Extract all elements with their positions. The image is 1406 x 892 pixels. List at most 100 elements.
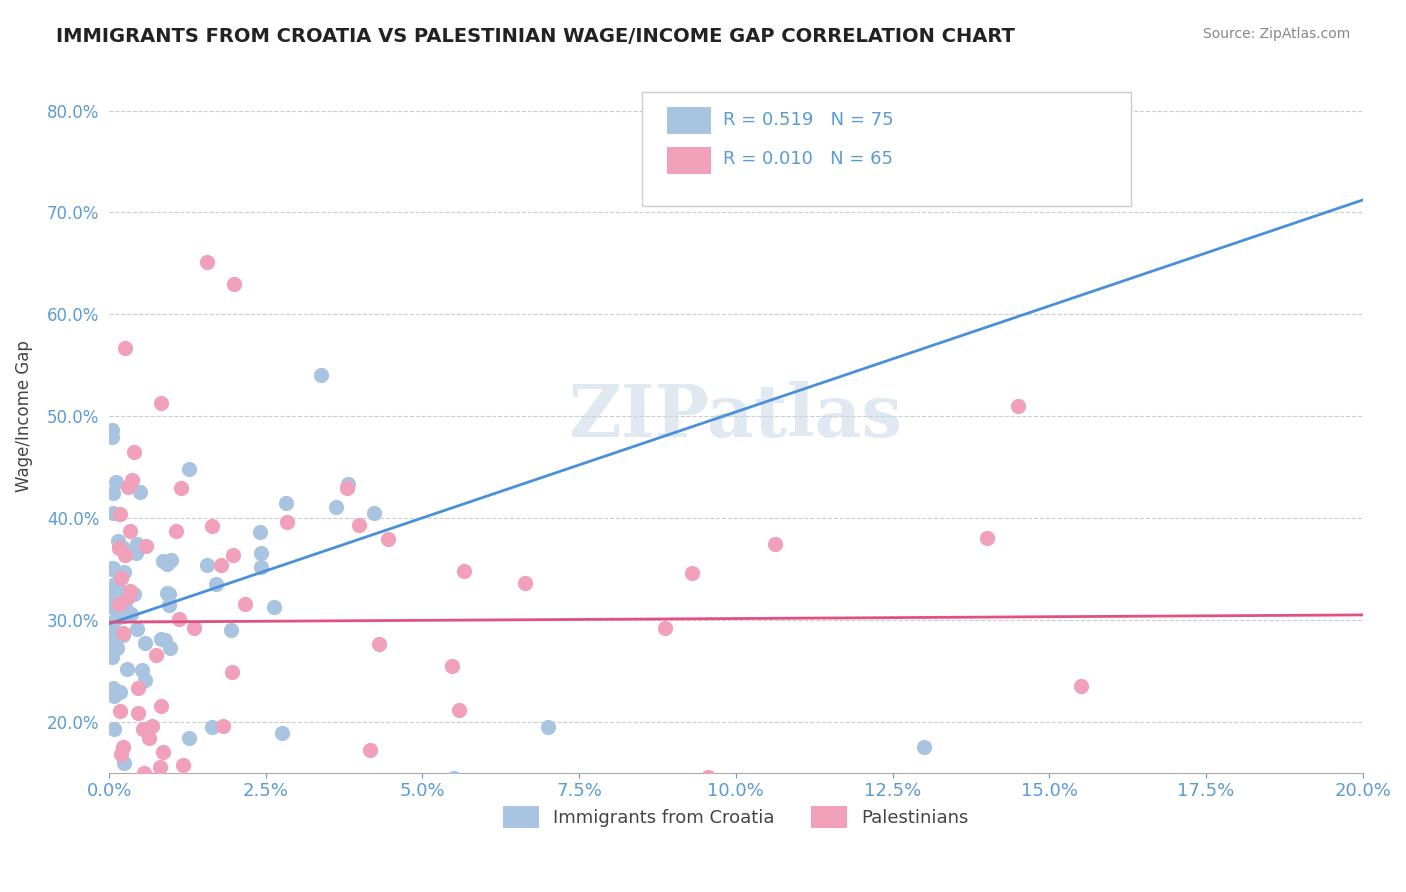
Immigrants from Croatia	[105, 611, 128, 625]
Palestinians	[134, 766, 156, 780]
Palestinians	[152, 745, 174, 759]
Immigrants from Croatia	[157, 599, 180, 613]
Immigrants from Croatia	[101, 579, 124, 593]
Palestinians	[127, 706, 149, 721]
Palestinians	[349, 518, 371, 533]
Palestinians	[114, 341, 136, 355]
Palestinians	[160, 800, 183, 814]
Immigrants from Croatia	[101, 591, 124, 605]
Immigrants from Croatia	[101, 430, 124, 444]
Immigrants from Croatia	[125, 622, 148, 636]
Palestinians	[183, 621, 205, 635]
Text: R = 0.010   N = 65: R = 0.010 N = 65	[723, 151, 893, 169]
Palestinians	[124, 445, 146, 459]
Immigrants from Croatia	[112, 608, 135, 623]
Palestinians	[515, 576, 537, 591]
Palestinians	[117, 480, 139, 494]
Palestinians	[145, 648, 167, 662]
Palestinians	[115, 816, 138, 830]
Palestinians	[108, 704, 131, 718]
Palestinians	[453, 564, 475, 578]
Immigrants from Croatia	[125, 537, 148, 551]
Palestinians	[150, 396, 173, 410]
Immigrants from Croatia	[107, 588, 129, 602]
Palestinians	[108, 541, 131, 555]
Palestinians	[222, 549, 245, 563]
Immigrants from Croatia	[101, 562, 124, 576]
Palestinians	[135, 540, 157, 554]
Palestinians	[108, 597, 131, 611]
Text: IMMIGRANTS FROM CROATIA VS PALESTINIAN WAGE/INCOME GAP CORRELATION CHART: IMMIGRANTS FROM CROATIA VS PALESTINIAN W…	[56, 27, 1015, 45]
FancyBboxPatch shape	[641, 92, 1130, 206]
Bar	[666, 107, 711, 135]
Palestinians	[110, 571, 132, 585]
Immigrants from Croatia	[325, 500, 347, 514]
Immigrants from Croatia	[105, 641, 128, 656]
Palestinians	[117, 590, 139, 604]
Immigrants from Croatia	[270, 726, 292, 740]
Palestinians	[108, 507, 131, 521]
Immigrants from Croatia	[363, 506, 385, 520]
Immigrants from Croatia	[152, 554, 174, 568]
Immigrants from Croatia	[156, 557, 179, 571]
Immigrants from Croatia	[114, 599, 136, 614]
Palestinians	[763, 536, 786, 550]
Text: Source: ZipAtlas.com: Source: ZipAtlas.com	[1202, 27, 1350, 41]
Palestinians	[172, 773, 194, 788]
Immigrants from Croatia	[129, 484, 152, 499]
Palestinians	[359, 743, 381, 757]
Immigrants from Croatia	[120, 607, 142, 622]
Immigrants from Croatia	[108, 684, 131, 698]
Palestinians	[112, 625, 135, 640]
Immigrants from Croatia	[112, 756, 135, 770]
Immigrants from Croatia	[205, 577, 228, 591]
Palestinians	[368, 637, 391, 651]
Immigrants from Croatia	[122, 587, 145, 601]
Palestinians	[165, 524, 187, 539]
Y-axis label: Wage/Income Gap: Wage/Income Gap	[15, 340, 32, 492]
Immigrants from Croatia	[114, 607, 136, 622]
Immigrants from Croatia	[101, 623, 124, 637]
Immigrants from Croatia	[101, 615, 124, 629]
Immigrants from Croatia	[101, 423, 124, 437]
Text: ZIPatlas: ZIPatlas	[569, 381, 903, 451]
Immigrants from Croatia	[156, 586, 179, 600]
Immigrants from Croatia	[101, 582, 124, 597]
Immigrants from Croatia	[276, 495, 298, 509]
Immigrants from Croatia	[195, 558, 218, 572]
Palestinians	[148, 760, 170, 774]
Immigrants from Croatia	[263, 600, 285, 615]
Immigrants from Croatia	[157, 587, 180, 601]
Palestinians	[377, 532, 399, 546]
Immigrants from Croatia	[131, 663, 153, 677]
Text: R = 0.519   N = 75: R = 0.519 N = 75	[723, 112, 894, 129]
Palestinians	[180, 813, 202, 827]
Palestinians	[224, 277, 246, 291]
Palestinians	[336, 481, 359, 495]
Immigrants from Croatia	[336, 477, 359, 491]
Palestinians	[697, 770, 720, 784]
Legend: Immigrants from Croatia, Palestinians: Immigrants from Croatia, Palestinians	[495, 798, 976, 835]
Immigrants from Croatia	[159, 640, 181, 655]
Immigrants from Croatia	[115, 663, 138, 677]
Immigrants from Croatia	[107, 582, 129, 596]
Immigrants from Croatia	[112, 566, 135, 580]
Palestinians	[1007, 399, 1029, 413]
Palestinians	[212, 719, 235, 733]
Palestinians	[111, 740, 134, 755]
Immigrants from Croatia	[101, 622, 124, 636]
Palestinians	[170, 481, 193, 495]
Palestinians	[121, 473, 143, 487]
Immigrants from Croatia	[125, 545, 148, 559]
Immigrants from Croatia	[101, 616, 124, 631]
Immigrants from Croatia	[101, 486, 124, 500]
Immigrants from Croatia	[912, 740, 935, 755]
Immigrants from Croatia	[177, 731, 200, 745]
Immigrants from Croatia	[150, 632, 173, 647]
Immigrants from Croatia	[103, 634, 125, 648]
Palestinians	[107, 816, 129, 830]
Palestinians	[186, 794, 208, 808]
Immigrants from Croatia	[103, 722, 125, 736]
Palestinians	[654, 621, 676, 635]
Immigrants from Croatia	[103, 577, 125, 591]
